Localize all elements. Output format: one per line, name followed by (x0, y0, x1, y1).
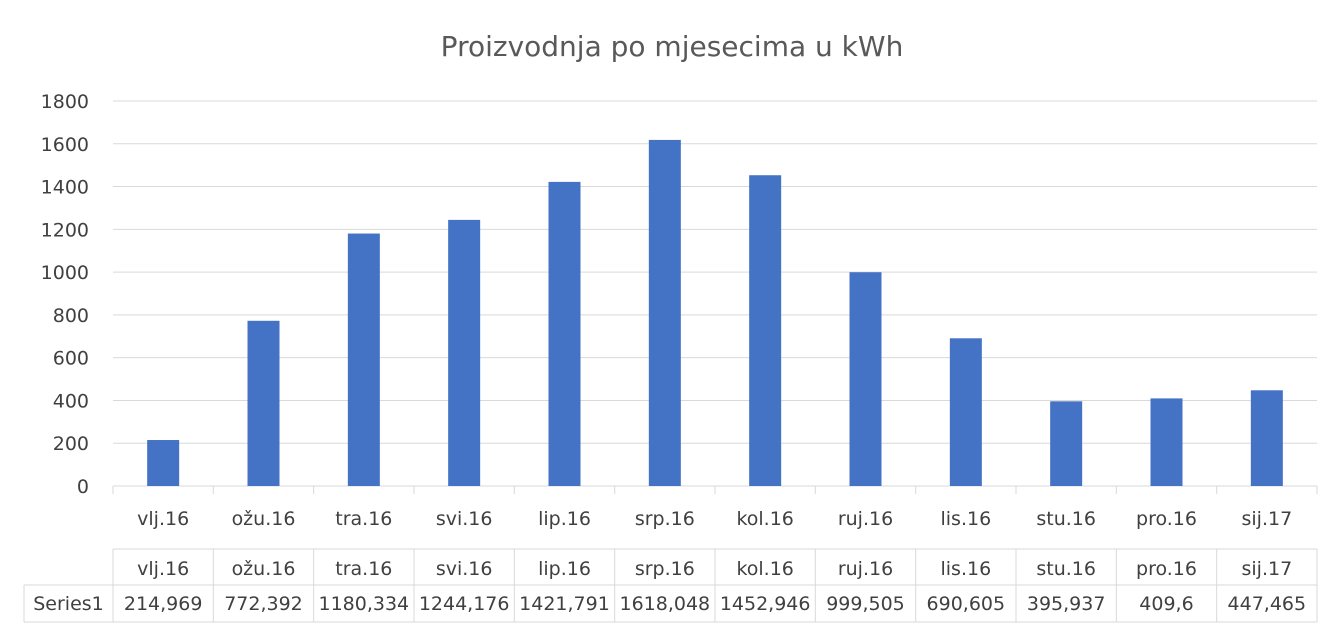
bar (1050, 401, 1083, 486)
table-value-cell: 395,937 (1027, 593, 1106, 615)
data-table: Series1 vlj.16 214,969 ožu.16 772,392 tra.16 1… (23, 548, 1318, 623)
bar (247, 320, 280, 486)
bar (849, 272, 882, 486)
y-tick-label: 800 (53, 305, 89, 327)
chart-title: Proizvodnja po mjesecima u kWh (441, 30, 904, 63)
table-value-cell: 1244,176 (419, 593, 510, 615)
bar (347, 233, 380, 486)
x-category-label: svi.16 (436, 508, 493, 530)
bar (548, 181, 581, 486)
bar (448, 219, 481, 486)
bar (147, 440, 180, 486)
bar (949, 338, 982, 486)
table-header-cell: pro.16 (1136, 558, 1197, 580)
x-category-label: pro.16 (1136, 508, 1197, 530)
table-header-cell: vlj.16 (137, 558, 189, 580)
y-tick-label: 1600 (41, 134, 89, 156)
table-header-cell: svi.16 (436, 558, 493, 580)
y-tick-label: 0 (77, 476, 89, 498)
table-value-cell: 772,392 (224, 593, 303, 615)
y-tick-label: 1200 (41, 219, 89, 241)
y-tick-label: 1800 (41, 91, 89, 113)
table-header-cell: tra.16 (335, 558, 392, 580)
x-category-label: lis.16 (940, 508, 991, 530)
table-value-cell: 214,969 (124, 593, 203, 615)
x-category-label: sij.17 (1241, 508, 1292, 530)
x-category-label: kol.16 (736, 508, 793, 530)
y-tick-label: 200 (53, 433, 89, 455)
x-category-label: ožu.16 (232, 508, 296, 530)
bar (1150, 398, 1183, 486)
x-category-label: stu.16 (1036, 508, 1096, 530)
bar (749, 175, 782, 486)
bar (1250, 390, 1283, 486)
y-tick-label: 400 (53, 390, 89, 412)
table-value-cell: 999,505 (826, 593, 905, 615)
table-header-cell: ruj.16 (838, 558, 893, 580)
table-value-cell: 1421,791 (519, 593, 610, 615)
table-header-cell: kol.16 (736, 558, 793, 580)
x-category-label: srp.16 (635, 508, 695, 530)
table-value-cell: 409,6 (1139, 593, 1193, 615)
table-header-cell: ožu.16 (232, 558, 296, 580)
x-category-label: ruj.16 (838, 508, 893, 530)
table-value-cell: 1452,946 (720, 593, 811, 615)
table-value-cell: 1180,334 (318, 593, 409, 615)
x-axis-categories: vlj.16 ožu.16 tra.16 svi.16 lip.16 srp.16 kol.… (137, 508, 1292, 530)
bar (648, 139, 681, 486)
table-value-cell: 1618,048 (619, 593, 710, 615)
x-category-label: vlj.16 (137, 508, 189, 530)
grid-layer (112, 100, 1318, 494)
table-header-cell: lis.16 (940, 558, 991, 580)
y-tick-label: 1400 (41, 177, 89, 199)
y-tick-label: 1000 (41, 262, 89, 284)
table-value-cell: 447,465 (1228, 593, 1307, 615)
table-header-cell: sij.17 (1241, 558, 1292, 580)
bar-series (147, 139, 1283, 486)
table-header-cell: lip.16 (538, 558, 591, 580)
table-series-name: Series1 (33, 593, 104, 615)
x-category-label: lip.16 (538, 508, 591, 530)
y-axis-ticks: 0 200 400 600 800 1000 1200 1400 1600 1800 (41, 91, 89, 498)
table-header-cell: stu.16 (1036, 558, 1096, 580)
x-category-label: tra.16 (335, 508, 392, 530)
table-value-cell: 690,605 (927, 593, 1006, 615)
table-header-cell: srp.16 (635, 558, 695, 580)
y-tick-label: 600 (53, 348, 89, 370)
